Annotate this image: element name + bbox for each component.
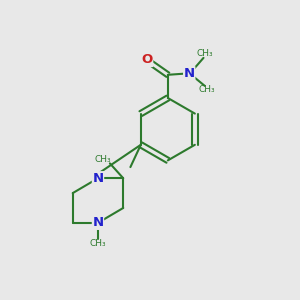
Text: O: O — [141, 53, 153, 66]
Text: N: N — [92, 172, 104, 185]
Text: N: N — [92, 216, 104, 229]
Text: CH₃: CH₃ — [197, 50, 213, 58]
Text: CH₃: CH₃ — [199, 85, 215, 94]
Text: N: N — [184, 67, 195, 80]
Text: CH₃: CH₃ — [90, 239, 106, 248]
Text: CH₃: CH₃ — [94, 155, 111, 164]
